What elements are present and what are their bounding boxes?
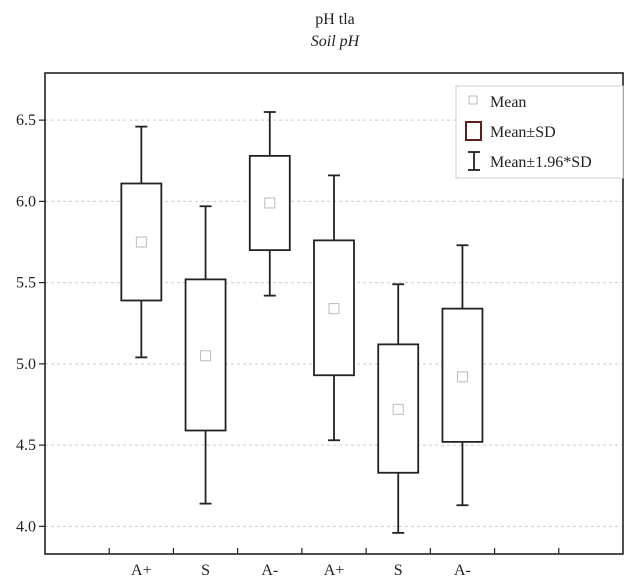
x-tick-label: A-	[261, 562, 278, 579]
mean-marker	[200, 350, 212, 362]
y-tick-label: 5.0	[16, 356, 36, 373]
legend-mean-label: Mean	[490, 94, 526, 111]
mean-marker	[264, 197, 276, 209]
sd-box	[248, 154, 291, 252]
y-tick-label: 4.5	[16, 437, 36, 454]
box-group	[248, 111, 291, 297]
mean-marker	[135, 236, 147, 248]
sd-box	[313, 239, 355, 377]
mean-marker	[328, 303, 340, 315]
x-tick-label: A+	[324, 562, 345, 579]
legend-ci-label: Mean±1.96*SD	[490, 154, 592, 171]
x-tick-label: S	[201, 562, 210, 579]
box-group	[377, 283, 420, 534]
y-tick-label: 6.5	[16, 112, 36, 129]
mean-marker	[392, 403, 404, 415]
legend-mean-icon	[468, 95, 478, 105]
x-tick-label: S	[394, 562, 403, 579]
x-tick-label: A-	[454, 562, 471, 579]
box-group	[313, 174, 355, 442]
x-tick-label: A+	[131, 562, 152, 579]
y-axis: 4.0 4.5 5.0 5.5 6.0 6.5	[16, 112, 45, 535]
x-axis: A+ S A- A+ S A-	[108, 548, 560, 579]
sd-box	[377, 343, 420, 474]
plot-frame	[44, 72, 624, 555]
chart-subtitle: Soil pH	[311, 33, 361, 50]
chart-title: pH tla	[315, 11, 355, 28]
sd-box	[184, 278, 227, 432]
y-tick-label: 4.0	[16, 518, 36, 535]
legend-frame	[455, 85, 624, 179]
box-group	[184, 205, 227, 505]
sd-box	[120, 182, 163, 302]
sd-box	[441, 307, 484, 443]
box-group	[441, 244, 484, 507]
mean-marker	[456, 371, 468, 383]
legend-sd-label: Mean±SD	[490, 124, 556, 141]
box-series	[120, 111, 484, 534]
legend: Mean Mean±SD Mean±1.96*SD	[455, 85, 624, 179]
legend-sd-icon	[465, 121, 482, 141]
box-group	[120, 125, 163, 359]
y-tick-label: 6.0	[16, 193, 36, 210]
y-tick-label: 5.5	[16, 275, 36, 292]
legend-ci-icon	[468, 151, 480, 171]
